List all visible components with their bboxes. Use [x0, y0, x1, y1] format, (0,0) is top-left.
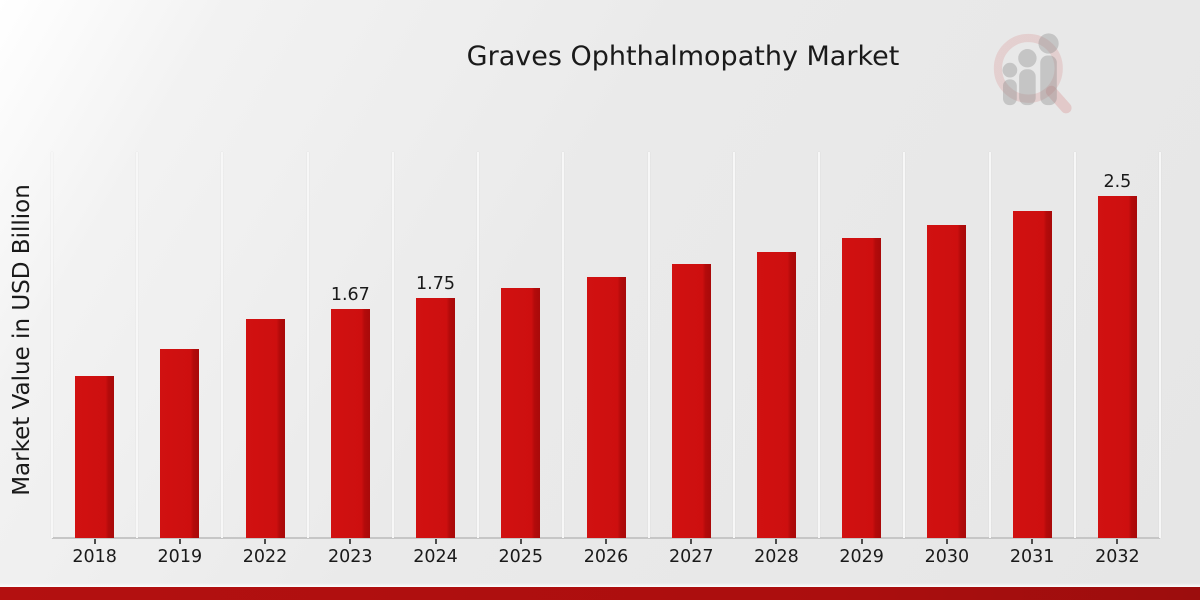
- x-axis-tick: [1031, 539, 1034, 544]
- x-tick-label-2028: 2028: [754, 547, 799, 567]
- plot-area: 2018 2019 2022 1.67 2023 1.75 2024 2025 2026 2027…: [51, 152, 1161, 567]
- gridline: [988, 152, 991, 538]
- gridline: [562, 152, 565, 538]
- bar-2022: [245, 319, 285, 538]
- gridline: [477, 152, 480, 538]
- gridline: [647, 152, 650, 538]
- x-axis-tick: [178, 539, 181, 544]
- bar-2029: [842, 238, 882, 538]
- x-axis-tick: [93, 539, 96, 544]
- x-tick-label-2022: 2022: [242, 547, 288, 567]
- x-tick-label-2026: 2026: [583, 547, 629, 567]
- x-tick-label-2032: 2032: [1095, 547, 1140, 567]
- footer-shine: [0, 583, 1200, 587]
- x-tick-label-2027: 2027: [668, 547, 714, 567]
- magnifier-handle-icon: [1045, 85, 1072, 114]
- bar-2024: [416, 298, 456, 538]
- bar-2025: [501, 287, 541, 538]
- x-axis-line: [52, 537, 1160, 539]
- x-tick-label-2019: 2019: [157, 547, 203, 567]
- bar-2026: [586, 276, 626, 538]
- bar-2027: [671, 264, 711, 538]
- y-axis-label: Market Value in USD Billion: [9, 184, 35, 496]
- x-tick-label-2030: 2030: [924, 547, 970, 567]
- x-axis-tick: [264, 539, 267, 544]
- x-axis-tick: [860, 539, 863, 544]
- bar-2018: [75, 376, 115, 538]
- x-axis-tick: [1116, 539, 1119, 544]
- x-tick-label-2024: 2024: [413, 547, 458, 567]
- bar-value-label: 1.67: [330, 285, 370, 306]
- magnifier-ring-icon: [993, 33, 1063, 103]
- x-tick-label-2025: 2025: [498, 547, 544, 567]
- footer-accent-bar: [0, 587, 1200, 600]
- x-axis-tick: [945, 539, 948, 544]
- bar-2031: [1012, 210, 1052, 538]
- x-axis-tick: [605, 539, 607, 544]
- bar-value-label: 2.5: [1103, 171, 1132, 192]
- people-bars-icon: [1002, 33, 1059, 106]
- gridline: [51, 152, 53, 538]
- x-tick-label-2029: 2029: [839, 547, 884, 567]
- gridline: [391, 152, 394, 538]
- gridline: [136, 152, 139, 538]
- bar-2023: [330, 309, 370, 538]
- gridline: [818, 152, 821, 538]
- x-axis-tick: [434, 539, 437, 544]
- gridline: [903, 152, 906, 538]
- magnifier-bar-chart-logo-icon: [993, 33, 1072, 114]
- bar-2028: [756, 251, 796, 538]
- gridline: [1159, 152, 1161, 538]
- x-tick-label-2023: 2023: [328, 547, 373, 567]
- bar-2030: [927, 224, 967, 538]
- x-axis-tick: [519, 539, 522, 544]
- x-axis-tick: [775, 539, 778, 544]
- x-tick-label-2031: 2031: [1009, 547, 1055, 567]
- chart-title: Graves Ophthalmopathy Market: [466, 41, 900, 72]
- gridline: [1073, 152, 1076, 538]
- bar-2019: [160, 349, 200, 538]
- gridline: [306, 152, 309, 538]
- gridline: [732, 152, 735, 538]
- bar-value-label: 1.75: [416, 274, 456, 295]
- x-axis-tick: [349, 539, 352, 544]
- x-axis-tick: [690, 539, 693, 544]
- x-tick-label-2018: 2018: [72, 547, 117, 567]
- bar-2032: [1097, 195, 1137, 538]
- gridline: [221, 152, 224, 538]
